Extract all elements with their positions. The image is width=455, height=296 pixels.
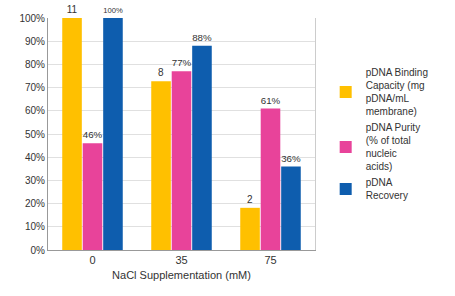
svg-text:80%: 80%	[25, 59, 45, 70]
svg-text:8: 8	[158, 67, 164, 78]
svg-text:pDNA BindingCapacity (mgpDNA/m: pDNA BindingCapacity (mgpDNA/mLmembrane)	[366, 67, 428, 117]
svg-text:2: 2	[247, 194, 253, 205]
svg-text:20%: 20%	[25, 198, 45, 209]
svg-text:0%: 0%	[31, 245, 46, 256]
svg-text:46%: 46%	[83, 129, 103, 140]
svg-text:88%: 88%	[192, 32, 212, 43]
svg-text:77%: 77%	[172, 57, 192, 68]
svg-text:0: 0	[89, 254, 95, 266]
svg-text:40%: 40%	[25, 152, 45, 163]
svg-text:61%: 61%	[261, 95, 281, 106]
svg-text:10%: 10%	[25, 221, 45, 232]
svg-text:100%: 100%	[103, 6, 123, 15]
svg-text:35: 35	[175, 254, 187, 266]
svg-text:pDNA Purity(% of totalnucleica: pDNA Purity(% of totalnucleicacids)	[366, 122, 420, 172]
svg-text:90%: 90%	[25, 36, 45, 47]
svg-text:50%: 50%	[25, 129, 45, 140]
svg-text:pDNARecovery: pDNARecovery	[366, 177, 408, 201]
svg-text:36%: 36%	[281, 153, 301, 164]
svg-text:70%: 70%	[25, 82, 45, 93]
svg-text:60%: 60%	[25, 105, 45, 116]
svg-text:75: 75	[264, 254, 276, 266]
svg-text:100%: 100%	[19, 13, 45, 24]
svg-text:NaCl Supplementation (mM): NaCl Supplementation (mM)	[112, 269, 251, 281]
svg-text:11: 11	[67, 4, 78, 15]
svg-text:30%: 30%	[25, 175, 45, 186]
